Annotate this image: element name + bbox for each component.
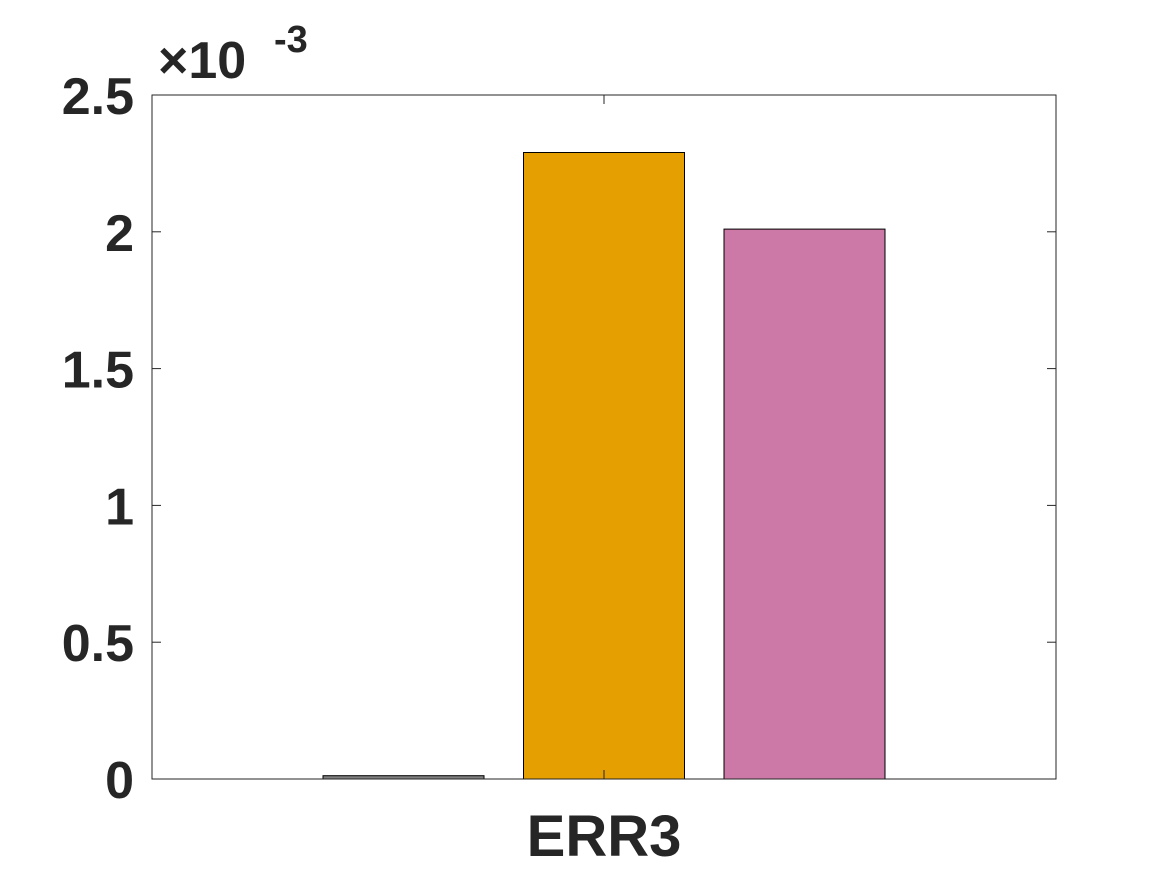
- y-exponent-power: -3: [274, 19, 308, 61]
- ticks-group: [152, 94, 1056, 780]
- y-tick-labels: 0 0.5 1 1.5 2 2.5: [62, 68, 134, 810]
- y-tick-label-4: 2: [105, 205, 134, 263]
- bar-err3-series-2: [523, 152, 685, 780]
- bar-err3-series-3: [723, 228, 886, 780]
- y-tick-label-0: 0: [105, 752, 134, 810]
- x-tick-label-err3: ERR3: [527, 804, 682, 869]
- x-tick-labels: ERR3: [527, 804, 682, 869]
- y-tick-label-3: 1.5: [62, 342, 134, 400]
- y-tick-label-1: 0.5: [62, 615, 134, 673]
- bars-group: [322, 152, 886, 780]
- y-exponent-base: ×10: [158, 32, 246, 90]
- y-exponent-label: ×10 -3: [158, 19, 308, 90]
- y-tick-label-2: 1: [105, 478, 134, 536]
- y-tick-label-5: 2.5: [62, 68, 134, 126]
